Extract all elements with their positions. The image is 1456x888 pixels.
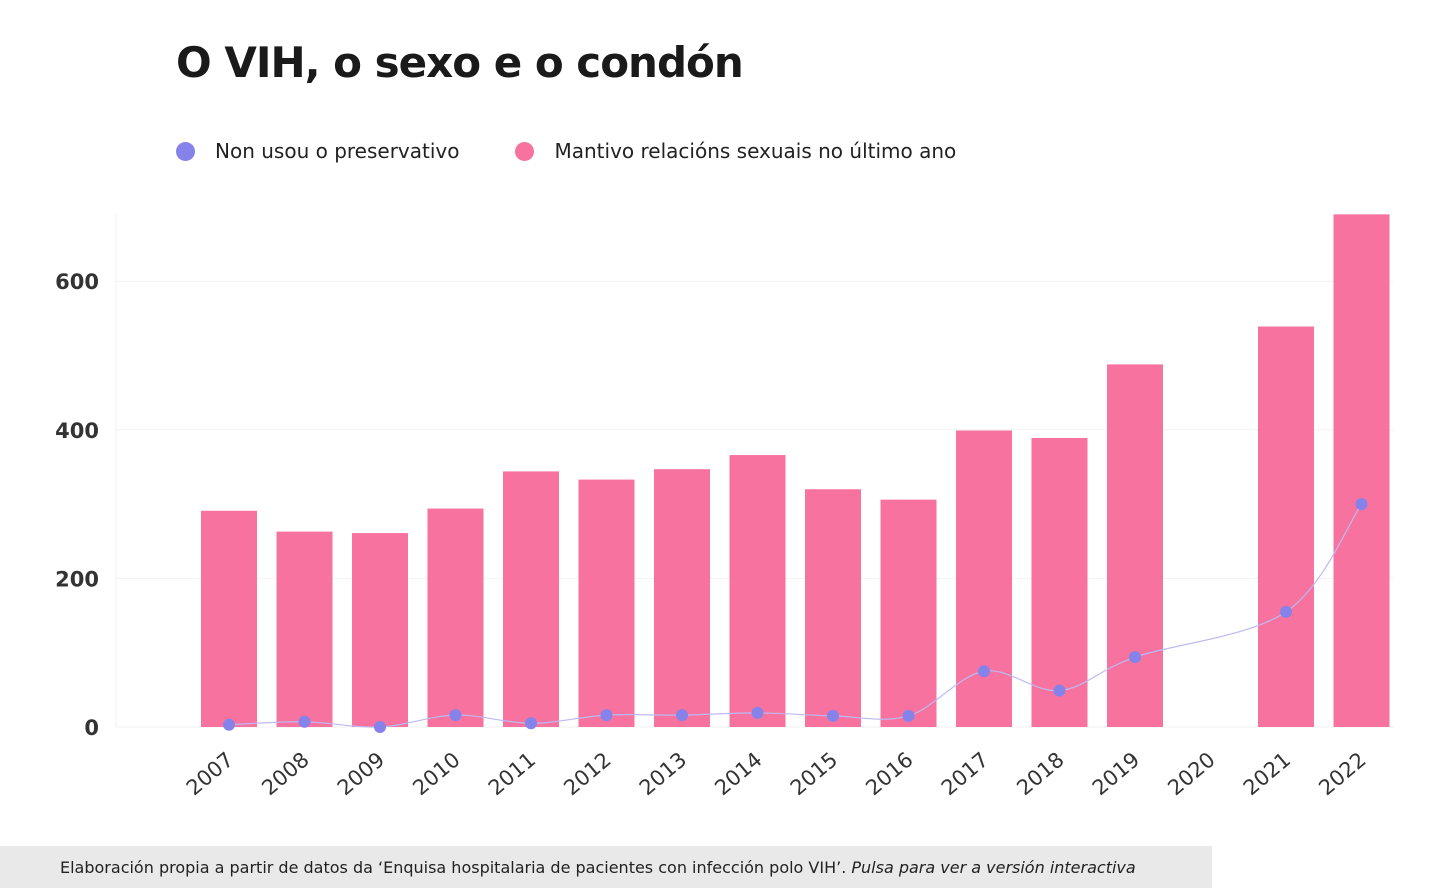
bar-2012[interactable] bbox=[578, 479, 635, 727]
dot-series bbox=[223, 498, 1368, 733]
dot-2018[interactable] bbox=[1053, 684, 1066, 697]
x-tick-label: 2012 bbox=[559, 747, 615, 800]
x-tick-label: 2007 bbox=[182, 747, 238, 800]
legend-item-condom[interactable]: Non usou o preservativo bbox=[176, 139, 459, 163]
dot-2009[interactable] bbox=[374, 721, 386, 733]
dot-2014[interactable] bbox=[751, 706, 764, 719]
legend-item-sex[interactable]: Mantivo relacións sexuais no último ano bbox=[515, 139, 956, 163]
interactive-link[interactable]: Pulsa para ver a versión interactiva bbox=[851, 857, 1136, 877]
bar-2021[interactable] bbox=[1258, 326, 1314, 727]
y-axis-ticks: 0 200 400 600 bbox=[55, 270, 99, 740]
source-footer[interactable]: Elaboración propia a partir de datos da … bbox=[0, 846, 1212, 888]
x-tick-label: 2009 bbox=[333, 747, 389, 800]
dot-2022[interactable] bbox=[1355, 498, 1368, 511]
bar-2009[interactable] bbox=[352, 533, 408, 727]
bar-2011[interactable] bbox=[503, 471, 559, 727]
x-tick-label: 2021 bbox=[1239, 747, 1295, 800]
bar-2013[interactable] bbox=[654, 469, 710, 727]
bar-2018[interactable] bbox=[1031, 437, 1088, 727]
dot-2013[interactable] bbox=[676, 709, 688, 722]
x-tick-label: 2016 bbox=[861, 747, 917, 800]
y-tick-label: 0 bbox=[84, 716, 99, 740]
bar-2010[interactable] bbox=[427, 508, 484, 727]
bar-2014[interactable] bbox=[729, 455, 786, 727]
line-series bbox=[228, 503, 1362, 728]
x-tick-label: 2011 bbox=[484, 747, 540, 800]
dot-2010[interactable] bbox=[449, 709, 462, 722]
dot-2019[interactable] bbox=[1129, 651, 1141, 664]
x-tick-label: 2019 bbox=[1088, 747, 1144, 800]
bar-2019[interactable] bbox=[1107, 364, 1163, 727]
y-tick-label: 400 bbox=[55, 419, 99, 443]
bar-2016[interactable] bbox=[880, 499, 937, 727]
y-tick-label: 200 bbox=[55, 567, 99, 591]
bar-series bbox=[201, 214, 1390, 727]
bar-2007[interactable] bbox=[201, 510, 257, 727]
x-tick-label: 2015 bbox=[786, 747, 842, 800]
bar-2008[interactable] bbox=[276, 531, 333, 727]
legend-dot-icon bbox=[515, 141, 535, 161]
x-tick-label: 2013 bbox=[635, 747, 691, 800]
condom-line bbox=[228, 503, 1362, 728]
dot-2011[interactable] bbox=[525, 717, 537, 730]
y-tick-label: 600 bbox=[55, 270, 99, 294]
x-axis-ticks: 2007 2008 2009 2010 2011 2012 2013 2014 2015 2016… bbox=[182, 747, 1371, 800]
x-tick-label: 2020 bbox=[1163, 747, 1219, 800]
x-tick-label: 2018 bbox=[1012, 747, 1068, 800]
bar-2017[interactable] bbox=[956, 430, 1012, 727]
dot-2021[interactable] bbox=[1280, 605, 1292, 618]
legend-label: Non usou o preservativo bbox=[215, 139, 460, 163]
dot-2007[interactable] bbox=[223, 718, 235, 731]
bar-2022[interactable] bbox=[1333, 214, 1390, 727]
dot-2016[interactable] bbox=[902, 709, 915, 722]
bar-2015[interactable] bbox=[805, 489, 861, 727]
legend-dot-icon bbox=[176, 141, 195, 161]
source-text: Elaboración propia a partir de datos da … bbox=[60, 857, 852, 877]
dot-2017[interactable] bbox=[978, 665, 990, 678]
legend-label: Mantivo relacións sexuais no último ano bbox=[554, 139, 957, 163]
chart-title: O VIH, o sexo e o condón bbox=[176, 38, 744, 87]
legend: Non usou o preservativo Mantivo relación… bbox=[176, 136, 1012, 166]
x-tick-label: 2014 bbox=[710, 747, 766, 800]
dot-2012[interactable] bbox=[600, 709, 613, 722]
x-tick-label: 2017 bbox=[937, 747, 993, 800]
dot-2015[interactable] bbox=[827, 709, 839, 722]
x-tick-label: 2022 bbox=[1314, 747, 1370, 800]
dot-2008[interactable] bbox=[298, 715, 311, 728]
x-tick-label: 2008 bbox=[257, 747, 313, 800]
x-tick-label: 2010 bbox=[408, 747, 464, 800]
